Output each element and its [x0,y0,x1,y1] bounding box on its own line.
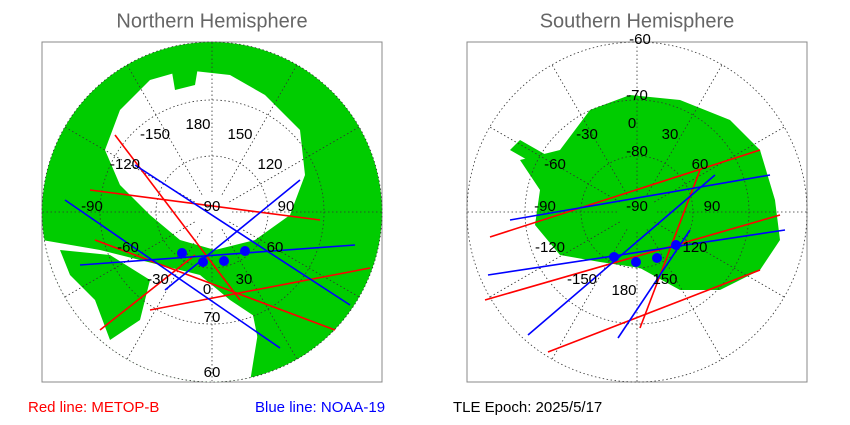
meridian [221,229,298,360]
grid-label: 30 [662,126,679,143]
meridian [551,229,628,360]
grid-label: 150 [652,271,677,288]
grid-label: 180 [611,282,636,299]
grid-label: -120 [535,239,565,256]
grid-label: -30 [147,271,169,288]
meridian [126,229,203,360]
grid-label: -60 [117,239,139,256]
grid-label: 0 [628,115,636,132]
grid-label: -30 [576,126,598,143]
meridian [221,64,298,195]
latitude-circle [41,41,383,383]
meridian [489,221,620,298]
grid-label: -150 [140,126,170,143]
meridian [489,126,620,203]
meridian [654,126,785,203]
grid-label: 120 [682,239,707,256]
grid-label: -70 [626,87,648,104]
grid-label: -80 [626,143,648,160]
grid-label: -60 [544,156,566,173]
graticule [41,41,808,383]
meridian [229,221,360,298]
panel-title: Southern Hemisphere [540,10,735,32]
grid-label: 60 [692,156,709,173]
latitude-circle [466,41,808,383]
grid-label: 90 [278,198,295,215]
grid-label: -90 [534,198,556,215]
meridian [551,64,628,195]
legend-entry: Blue line: NOAA-19 [255,399,385,416]
grid-label: -60 [629,31,651,48]
grid-label: 60 [267,239,284,256]
grid-label: 0 [203,281,211,298]
grid-label: -90 [81,198,103,215]
grid-label: 30 [236,271,253,288]
grid-label: 60 [204,364,221,381]
grid-label: 90 [204,198,221,215]
epoch: TLE Epoch: 2025/5/17 [453,399,602,416]
grid-label: 70 [204,309,221,326]
grid-label: -90 [626,198,648,215]
panel-title: Northern Hemisphere [116,10,307,32]
satellite-positions [177,240,681,267]
meridian [646,64,723,195]
grid-label: 90 [704,198,721,215]
grid-label: -120 [110,156,140,173]
grid-label: -150 [567,271,597,288]
grid-label: 120 [257,156,282,173]
grid-label: 150 [227,126,252,143]
meridian [126,64,203,195]
meridian [229,126,360,203]
legend-entry: Red line: METOP-B [28,399,159,416]
meridian [646,229,723,360]
grid-label: 180 [185,116,210,133]
meridian [64,221,195,298]
